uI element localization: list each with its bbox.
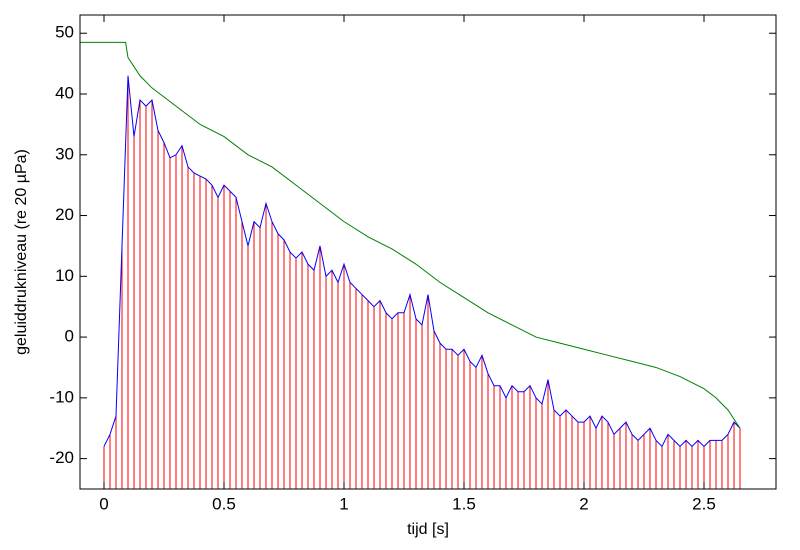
plot-frame xyxy=(79,14,777,490)
line xyxy=(80,41,741,429)
y-tick-label: 40 xyxy=(55,83,74,102)
y-tick-label: -10 xyxy=(49,387,74,406)
y-tick-label: 30 xyxy=(55,144,74,163)
y-tick-label: 20 xyxy=(55,205,74,224)
x-tick-label: 2.5 xyxy=(692,494,716,513)
x-axis-label: tijd [s] xyxy=(407,521,449,538)
x-tick-label: 2 xyxy=(579,494,588,513)
x-tick-label: 0 xyxy=(99,494,108,513)
x-tick-label: 1.5 xyxy=(452,494,476,513)
x-tick-label: 1 xyxy=(339,494,348,513)
x-tick-label: 0.5 xyxy=(212,494,236,513)
y-tick-label: 0 xyxy=(65,327,74,346)
line xyxy=(103,75,741,448)
y-tick-label: 50 xyxy=(55,23,74,42)
y-axis-label: geluiddrukniveau (re 20 µPa) xyxy=(13,149,30,355)
y-tick-label: 10 xyxy=(55,266,74,285)
y-tick-label: -20 xyxy=(49,448,74,467)
